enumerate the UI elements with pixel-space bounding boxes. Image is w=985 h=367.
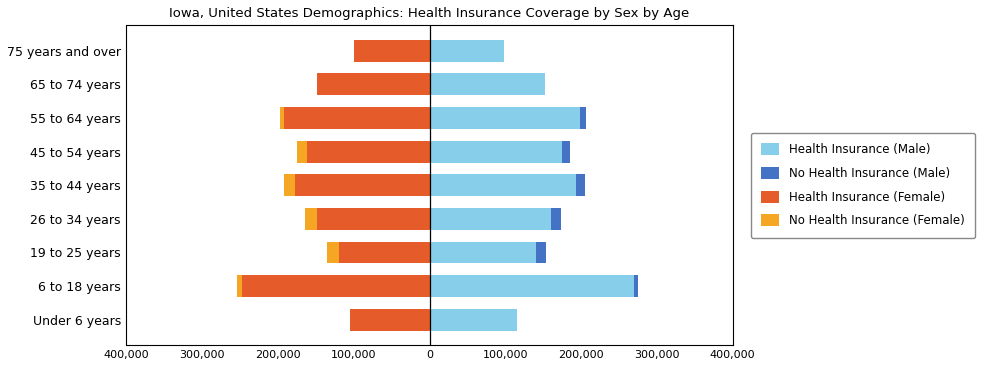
- Bar: [429, 73, 545, 95]
- Bar: [579, 107, 586, 129]
- Bar: [237, 275, 241, 297]
- Bar: [295, 174, 429, 196]
- Bar: [317, 73, 429, 95]
- Bar: [429, 107, 579, 129]
- Bar: [429, 208, 551, 230]
- Bar: [429, 241, 536, 264]
- Bar: [429, 275, 634, 297]
- Bar: [429, 174, 576, 196]
- Bar: [317, 208, 429, 230]
- Bar: [280, 107, 284, 129]
- Legend: Health Insurance (Male), No Health Insurance (Male), Health Insurance (Female), : Health Insurance (Male), No Health Insur…: [751, 132, 975, 238]
- Bar: [562, 141, 569, 163]
- Bar: [354, 40, 429, 62]
- Bar: [284, 107, 429, 129]
- Bar: [536, 241, 546, 264]
- Bar: [429, 40, 504, 62]
- Bar: [339, 241, 429, 264]
- Bar: [327, 241, 339, 264]
- Bar: [350, 309, 429, 331]
- Bar: [634, 275, 638, 297]
- Bar: [429, 309, 517, 331]
- Title: Iowa, United States Demographics: Health Insurance Coverage by Sex by Age: Iowa, United States Demographics: Health…: [169, 7, 690, 20]
- Bar: [284, 174, 295, 196]
- Bar: [297, 141, 307, 163]
- Bar: [305, 208, 317, 230]
- Bar: [241, 275, 429, 297]
- Bar: [429, 141, 562, 163]
- Bar: [551, 208, 561, 230]
- Bar: [307, 141, 429, 163]
- Bar: [576, 174, 585, 196]
